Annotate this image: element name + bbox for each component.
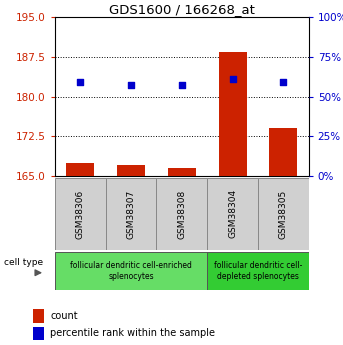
Text: follicular dendritic cell-
depleted splenocytes: follicular dendritic cell- depleted sple… — [214, 261, 302, 280]
Bar — [207, 252, 309, 290]
Text: cell type: cell type — [4, 258, 44, 267]
Bar — [156, 178, 207, 250]
Bar — [258, 178, 309, 250]
Bar — [33, 327, 44, 340]
Text: GSM38308: GSM38308 — [177, 189, 186, 238]
Title: GDS1600 / 166268_at: GDS1600 / 166268_at — [109, 3, 255, 16]
Text: count: count — [50, 311, 78, 321]
Bar — [66, 163, 94, 176]
Bar — [117, 165, 145, 176]
Point — [128, 83, 134, 88]
Bar — [33, 309, 44, 323]
Text: GSM38307: GSM38307 — [127, 189, 135, 238]
Text: follicular dendritic cell-enriched
splenocytes: follicular dendritic cell-enriched splen… — [70, 261, 192, 280]
Text: GSM38305: GSM38305 — [279, 189, 288, 238]
Bar — [55, 178, 106, 250]
Text: GSM38304: GSM38304 — [228, 189, 237, 238]
Bar — [207, 178, 258, 250]
Bar — [168, 168, 196, 176]
Point — [281, 80, 286, 85]
Bar — [55, 252, 207, 290]
Text: percentile rank within the sample: percentile rank within the sample — [50, 328, 215, 338]
Point — [230, 76, 235, 82]
Bar — [269, 128, 297, 176]
Point — [78, 80, 83, 85]
Bar — [218, 52, 247, 176]
Point — [179, 83, 185, 88]
Text: GSM38306: GSM38306 — [76, 189, 85, 238]
Bar — [106, 178, 156, 250]
